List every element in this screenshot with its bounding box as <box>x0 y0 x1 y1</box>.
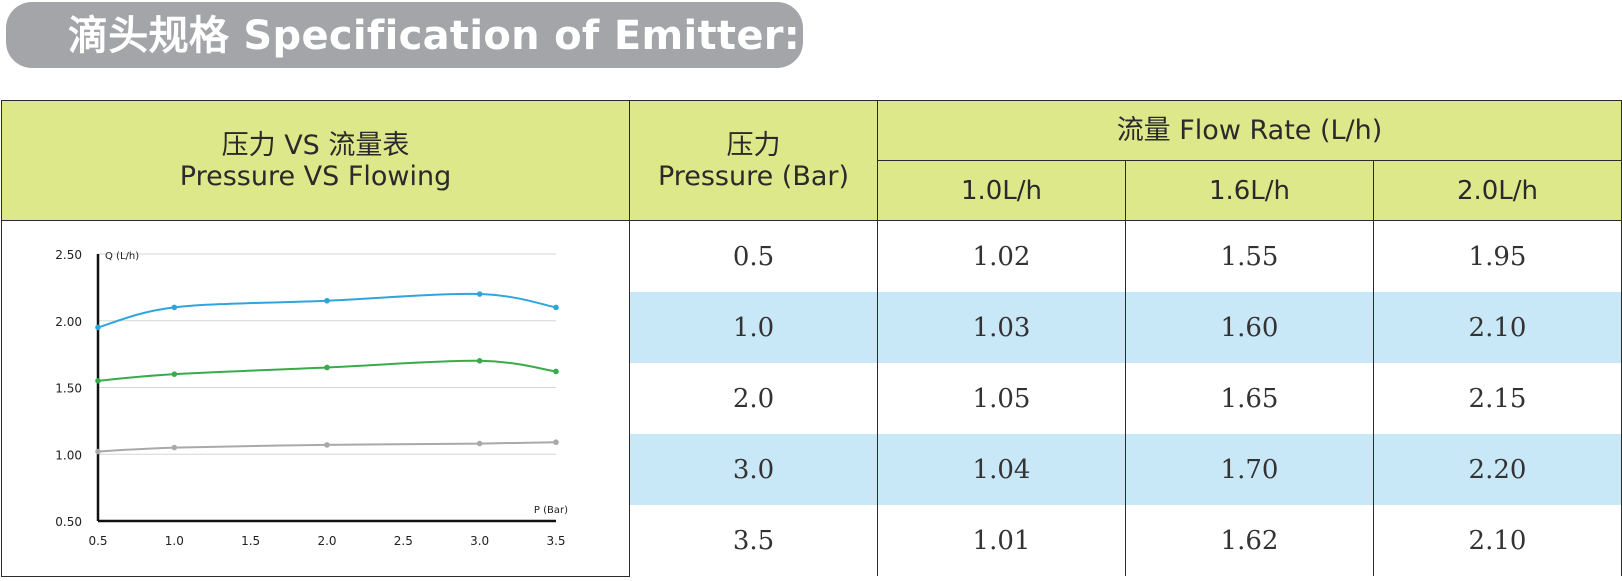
flow-cell: 1.60 <box>1125 292 1374 363</box>
x-tick-label: 3.5 <box>546 534 565 548</box>
y-tick-label: 1.50 <box>55 382 82 396</box>
x-tick-label: 2.5 <box>394 534 413 548</box>
series-point <box>171 371 178 378</box>
pressure-flow-chart: 0.50 1.00 1.50 2.00 2.50 0.5 1.0 1.5 2.0 2.5 3.0 3.… <box>55 248 568 548</box>
series-point <box>95 378 101 384</box>
flow-cell: 1.55 <box>1125 220 1374 292</box>
flow-cell: 1.05 <box>877 363 1126 434</box>
flow-cell: 2.10 <box>1373 292 1622 363</box>
pressure-cell: 2.0 <box>629 363 878 434</box>
series-point <box>95 324 101 331</box>
flow-cell: 1.03 <box>877 292 1126 363</box>
series-point <box>324 442 330 448</box>
header-col1-line2: Pressure VS Flowing <box>179 160 452 192</box>
table-row: 3.5 1.01 1.62 2.10 <box>2 505 1622 576</box>
x-tick-label: 2.0 <box>317 534 336 548</box>
header-flow-1-0: 1.0L/h <box>877 160 1126 221</box>
flow-cell: 1.95 <box>1373 220 1622 292</box>
y-tick-label: 0.50 <box>55 515 82 529</box>
pressure-cell: 3.0 <box>629 434 878 505</box>
flow-cell: 2.15 <box>1373 363 1622 434</box>
series-point <box>171 304 178 311</box>
series-point <box>553 439 559 446</box>
header-flow-2-0: 2.0L/h <box>1373 160 1622 221</box>
series-point <box>476 358 483 364</box>
flow-cell: 1.65 <box>1125 363 1374 434</box>
chart-cell: 0.50 1.00 1.50 2.00 2.50 0.5 1.0 1.5 2.0 2.5 3.0 3.… <box>1 220 630 577</box>
series-point <box>553 304 559 311</box>
header-col2-line1: 压力 <box>726 129 781 161</box>
flow-cell: 1.01 <box>877 505 1126 576</box>
y-tick-label: 2.50 <box>55 248 82 262</box>
series-point <box>553 368 559 375</box>
flow-cell: 2.20 <box>1373 434 1622 505</box>
y-tick-label: 2.00 <box>55 315 82 329</box>
x-axis-label: P (Bar) <box>534 505 568 516</box>
x-tick-label: 0.5 <box>88 534 107 548</box>
title-banner: 滴头规格 Specification of Emitter: <box>6 2 803 68</box>
x-tick-label: 1.5 <box>241 534 260 548</box>
flow-cell: 1.70 <box>1125 434 1374 505</box>
y-axis-label: Q (L/h) <box>105 251 139 262</box>
pressure-cell: 0.5 <box>629 220 878 292</box>
series-point <box>476 441 483 447</box>
header-pressure-vs-flowing: 压力 VS 流量表 Pressure VS Flowing <box>1 100 630 221</box>
x-tick-label: 3.0 <box>470 534 489 548</box>
table-row: 0.50 1.00 1.50 2.00 2.50 0.5 1.0 1.5 2.0 2.5 3.0 3.… <box>1 220 1622 577</box>
series-point <box>95 449 101 455</box>
series-point <box>171 445 178 451</box>
series-point <box>324 364 330 371</box>
flow-cell: 1.62 <box>1125 505 1374 576</box>
table-row: 1.0 1.03 1.60 2.10 <box>2 292 1622 363</box>
pressure-cell: 1.0 <box>629 292 878 363</box>
header-col2-line2: Pressure (Bar) <box>657 160 850 192</box>
series-line <box>97 359 557 383</box>
table-row: 3.0 1.04 1.70 2.20 <box>2 434 1622 505</box>
pressure-cell: 3.5 <box>629 505 878 576</box>
y-tick-label: 1.00 <box>55 449 82 463</box>
x-tick-label: 1.0 <box>165 534 184 548</box>
flow-cell: 1.02 <box>877 220 1126 292</box>
series-point <box>324 298 330 304</box>
page-title: 滴头规格 Specification of Emitter: <box>68 13 801 59</box>
header-flow-rate: 流量 Flow Rate (L/h) <box>877 100 1622 161</box>
series-point <box>476 291 483 298</box>
table-row: 2.0 1.05 1.65 2.15 <box>2 363 1622 434</box>
spec-table: 压力 VS 流量表 Pressure VS Flowing 压力 Pressur… <box>1 100 1622 577</box>
header-flow-1-6: 1.6L/h <box>1125 160 1374 221</box>
flow-cell: 1.04 <box>877 434 1126 505</box>
header-col1-line1: 压力 VS 流量表 <box>221 129 410 161</box>
header-pressure: 压力 Pressure (Bar) <box>629 100 878 221</box>
flow-cell: 2.10 <box>1373 505 1622 576</box>
